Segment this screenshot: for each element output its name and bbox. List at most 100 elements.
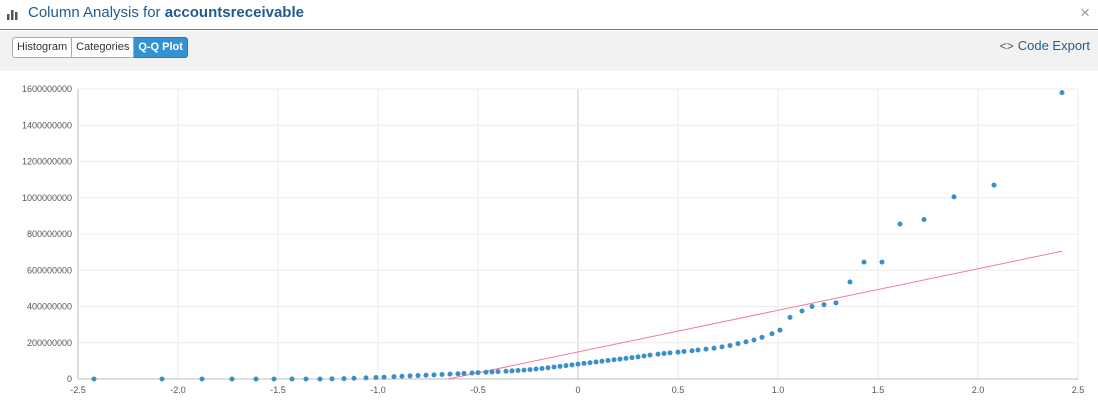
data-point — [921, 217, 927, 222]
x-tick-label: -0.5 — [470, 385, 486, 395]
data-point — [91, 376, 97, 382]
data-point — [545, 365, 551, 371]
data-point — [617, 356, 623, 362]
data-point — [647, 352, 653, 358]
x-tick-label: 1.5 — [872, 385, 885, 395]
data-point — [289, 376, 295, 382]
data-point — [689, 348, 695, 354]
tab-categories[interactable]: Categories — [72, 37, 135, 58]
data-point — [809, 304, 815, 309]
data-point — [695, 347, 701, 353]
tab-histogram[interactable]: Histogram — [12, 37, 73, 58]
close-icon[interactable]: × — [1080, 3, 1090, 22]
data-point — [527, 367, 533, 373]
data-point — [777, 327, 783, 333]
data-point — [423, 372, 429, 378]
bar-chart-icon — [7, 10, 18, 20]
axes — [77, 89, 1078, 380]
data-point — [317, 376, 323, 382]
x-tick-label: -2.5 — [70, 385, 86, 395]
data-point — [439, 371, 445, 377]
data-point — [769, 331, 775, 337]
data-point — [539, 365, 545, 371]
data-point — [415, 373, 421, 379]
y-tick-label: 800000000 — [27, 229, 72, 239]
data-point — [341, 376, 347, 382]
y-tick-label: 1600000000 — [22, 84, 72, 94]
data-point — [879, 259, 885, 265]
data-point — [159, 376, 165, 382]
title-bar: Column Analysis for accountsreceivable × — [0, 0, 1098, 30]
x-tick-label: 2.0 — [972, 385, 985, 395]
data-point — [641, 353, 647, 359]
data-point — [897, 221, 903, 227]
x-tick-labels: -2.5 -2.0 -1.5 -1.0 -0.5 0 0.5 1.0 1.5 2.0 2.5 — [70, 385, 1084, 395]
data-point — [483, 369, 489, 375]
y-tick-label: 400000000 — [27, 302, 72, 312]
dialog-title: Column Analysis for accountsreceivable — [28, 4, 304, 21]
data-point — [447, 371, 453, 377]
data-point — [581, 360, 587, 366]
data-point — [399, 373, 405, 379]
points-layer — [91, 90, 1065, 382]
data-point — [821, 302, 827, 308]
data-point — [469, 370, 475, 376]
code-export-button[interactable]: <> Code Export — [1000, 38, 1090, 53]
y-tick-label: 200000000 — [27, 338, 72, 348]
data-point — [587, 360, 593, 366]
data-point — [727, 342, 733, 348]
y-tick-label: 1000000000 — [22, 193, 72, 203]
data-point — [681, 348, 687, 354]
data-point — [455, 371, 461, 377]
data-point — [253, 376, 259, 382]
data-point — [787, 314, 793, 320]
data-point — [743, 339, 749, 345]
data-point — [833, 300, 839, 306]
data-point — [661, 350, 667, 356]
data-point — [521, 367, 527, 373]
grid — [77, 88, 1079, 380]
data-point — [495, 369, 501, 375]
data-point — [655, 351, 661, 357]
data-point — [329, 376, 335, 382]
y-tick-label: 0 — [67, 374, 72, 384]
data-point — [635, 354, 641, 360]
data-point — [431, 372, 437, 378]
reference-line-layer — [447, 250, 1063, 380]
toolbar: Histogram Categories Q-Q Plot <> Code Exp… — [0, 31, 1098, 71]
data-point — [799, 308, 805, 314]
data-point — [623, 355, 629, 361]
data-point — [199, 376, 205, 382]
data-point — [991, 182, 997, 188]
x-tick-label: 1.0 — [772, 385, 785, 395]
y-tick-label: 1200000000 — [22, 157, 72, 167]
tab-qq-plot[interactable]: Q-Q Plot — [134, 37, 188, 58]
x-tick-label: -1.5 — [270, 385, 286, 395]
data-point — [557, 363, 563, 369]
y-tick-label: 600000000 — [27, 265, 72, 275]
x-tick-label: 0 — [575, 385, 580, 395]
data-point — [951, 194, 957, 200]
data-point — [593, 359, 599, 365]
x-tick-label: 2.5 — [1072, 385, 1085, 395]
data-point — [861, 259, 867, 265]
data-point — [515, 367, 521, 373]
code-export-label: Code Export — [1017, 38, 1090, 53]
data-point — [759, 334, 765, 340]
column-name: accountsreceivable — [164, 4, 304, 21]
x-tick-label: -1.0 — [370, 385, 386, 395]
data-point — [533, 366, 539, 372]
title-prefix: Column Analysis for — [28, 4, 161, 21]
data-point — [1059, 90, 1065, 96]
data-point — [229, 376, 235, 382]
data-point — [551, 364, 557, 370]
data-point — [569, 362, 575, 368]
data-point — [303, 376, 309, 382]
data-point — [363, 375, 369, 381]
data-point — [461, 370, 467, 376]
data-point — [629, 355, 635, 361]
data-point — [735, 341, 741, 347]
data-point — [563, 363, 569, 369]
data-point — [271, 376, 277, 382]
view-tabs: Histogram Categories Q-Q Plot — [12, 37, 188, 58]
